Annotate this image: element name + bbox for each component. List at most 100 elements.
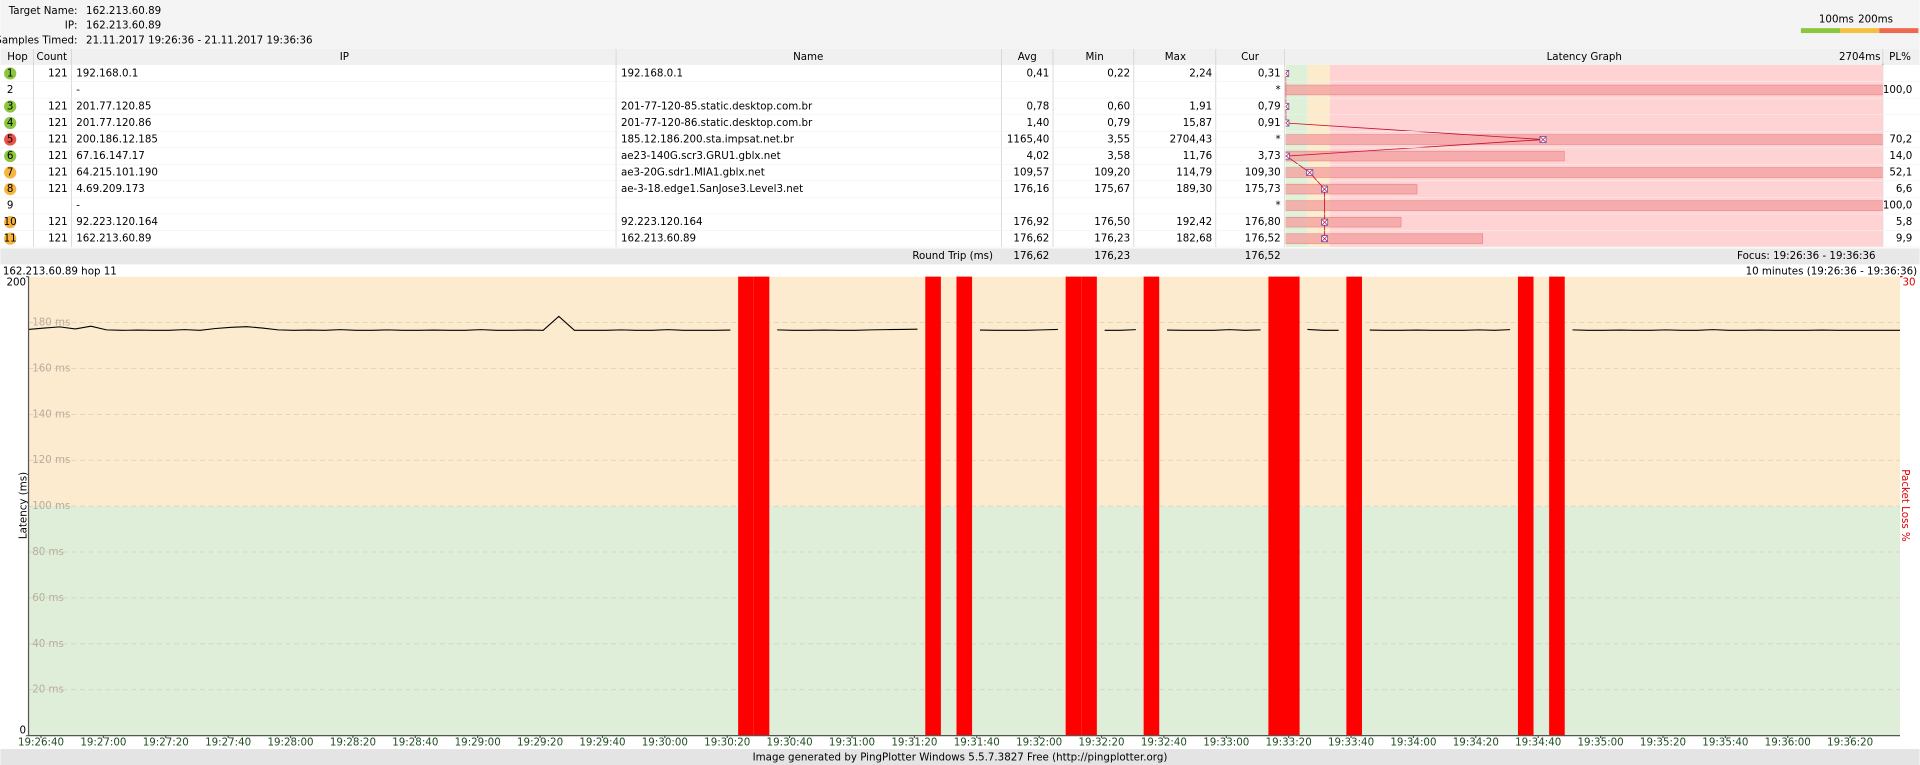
cell-ip: 201.77.120.86 [76,117,151,129]
x-tick-label: 19:32:00 [1016,736,1062,748]
cell-pl: 14,0 [1889,150,1912,162]
cell-avg: 176,16 [1013,183,1049,195]
y-tick-label: 200 [6,277,26,289]
cell-cur: * [1276,200,1281,212]
avg-marker-cross [1285,120,1289,126]
packet-loss-bar [1285,216,1402,228]
hop: 9 [7,200,14,212]
y-tick-label: 160 ms [32,362,70,374]
packet-loss-bar [738,276,754,736]
packet-loss-bar [1285,200,1883,211]
graph-max-label: 2704ms [1839,51,1880,63]
x-tick-label: 19:36:00 [1765,736,1811,748]
hop: 7 [7,167,14,179]
cell-avg: 4,02 [1026,150,1049,162]
cell-count: 121 [48,216,68,228]
cell-avg: 1,40 [1026,117,1049,129]
cell-name: 185.12.186.200.sta.impsat.net.br [621,134,795,146]
cell-pl: 70,2 [1889,134,1912,146]
cell-max: 114,79 [1176,167,1212,179]
hop: 1 [7,67,14,79]
x-tick-label: 19:32:40 [1141,736,1187,748]
cell-avg: 176,62 [1013,233,1049,245]
y-tick-label: 180 ms [32,317,70,329]
hop-status [4,133,17,146]
label: IP: [65,20,78,32]
avg-marker-cross [1321,235,1328,242]
cell-cur: 176,52 [1245,233,1281,245]
header-panel [0,0,1920,49]
cell-max: 15,87 [1183,117,1212,129]
x-tick-label: 19:31:00 [829,736,875,748]
cell-count: 121 [48,134,68,146]
packet-loss-bar [1285,167,1883,178]
cell-pl: 6,6 [1896,183,1912,195]
packet-loss-bar [1517,276,1534,736]
x-tick-label: 19:27:20 [143,736,189,748]
cell-count: 121 [48,183,68,195]
y-tick-label: 60 ms [32,592,64,604]
hop-status [4,182,17,196]
column-header: IP [340,51,349,63]
avg-marker [1285,152,1290,160]
hop: 5 [7,134,14,146]
cell-ip: 92.223.120.164 [76,216,158,228]
latency-line [28,315,1901,331]
packet-loss-bar [956,276,973,736]
column-header: Min [1086,51,1104,63]
y-tick-label: 0 [20,725,27,737]
cell-min: 176,23 [1094,233,1130,245]
packet-loss-bar [1081,276,1097,736]
cell-name: 92.223.120.164 [621,216,703,228]
cell-ip: 200.186.12.185 [76,134,158,146]
chart-title: 162.213.60.89 hop 11 [3,266,117,278]
cell-count: 121 [48,233,68,245]
hop: 3 [7,100,14,112]
cell-name: 201-77-120-86.static.desktop.com.br [621,117,813,129]
cell-ip: - [76,84,80,96]
chart-range: 10 minutes (19:26:36 - 19:36:36) [1746,266,1918,278]
column-header: Cur [1241,51,1260,63]
cell-ip: 64.215.101.190 [76,167,158,179]
hop: 11 [4,233,17,245]
x-tick-label: 19:35:40 [1702,736,1748,748]
focus: Focus: 19:26:36 - 19:36:36 [1737,250,1875,262]
column-header: PL% [1889,51,1911,63]
cell-ip: 67.16.147.17 [76,150,145,162]
column-header: Hop [7,51,28,63]
packet-loss-bar [753,276,770,736]
x-tick-label: 19:31:20 [891,736,937,748]
cell-cur: 109,30 [1245,167,1281,179]
label: Target Name: [8,5,78,17]
cell-avg: 176,92 [1013,216,1049,228]
cell-name: ae3-20G.sdr1.MIA1.gblx.net [621,167,765,179]
column-header: Max [1165,51,1186,63]
cell-cur: 0,79 [1258,100,1281,112]
cell-max: 2704,43 [1170,134,1212,146]
cell-min: 3,58 [1107,150,1130,162]
legend-label: 100ms [1819,14,1854,26]
cell-cur: 176,80 [1245,216,1281,228]
cell-avg: 0,41 [1026,67,1049,79]
x-tick-label: 19:34:40 [1515,736,1561,748]
value: 162.213.60.89 [86,5,161,17]
y-tick-label: 100 ms [32,500,70,512]
x-tick-label: 19:30:40 [767,736,813,748]
plot-area [28,276,1901,736]
cell-cur: * [1276,84,1281,96]
hop-status [4,116,17,130]
hop-status [4,149,17,163]
hop: 8 [7,183,14,195]
x-tick-label: 19:26:40 [18,736,64,748]
avg-marker-cross [1321,219,1328,225]
round-trip-row [0,248,1920,265]
cell-min: 0,79 [1107,117,1130,129]
footer: Image generated by PingPlotter Windows 5… [753,752,1168,764]
packet-loss-bar [925,276,941,736]
cell-pl: 52,1 [1889,167,1912,179]
cell-count: 121 [48,150,68,162]
cell-min: 0,22 [1107,67,1130,79]
round-trip-label: Round Trip (ms) [912,250,993,262]
x-tick-label: 19:31:40 [954,736,1000,748]
cell-max: 1,91 [1189,100,1212,112]
